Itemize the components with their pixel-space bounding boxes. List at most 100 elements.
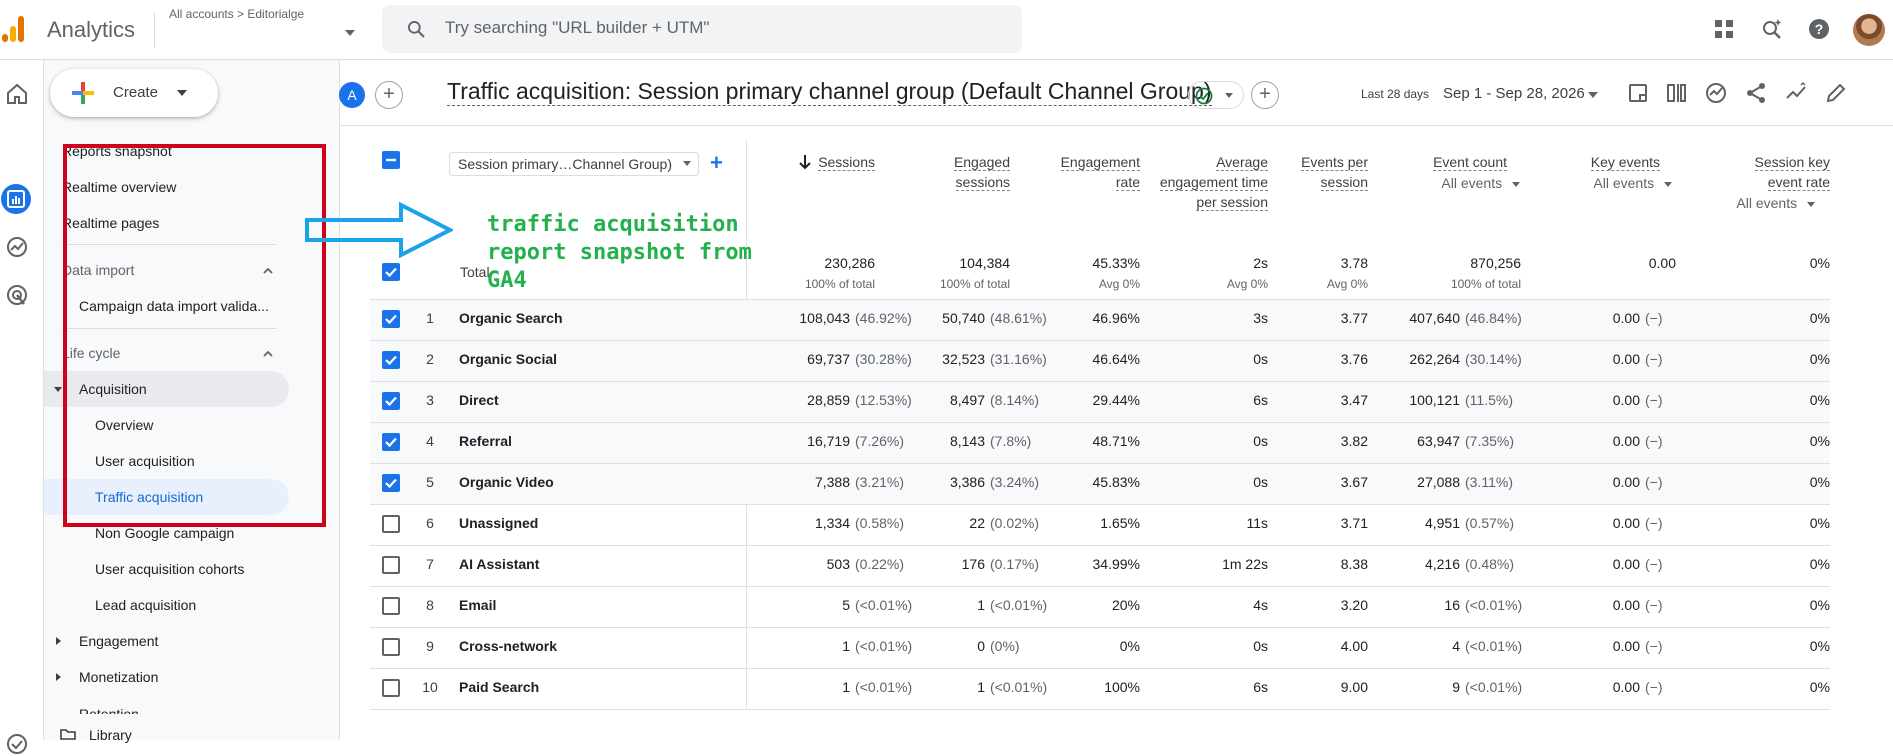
sort-arrow-icon[interactable] bbox=[799, 154, 811, 170]
cell-value: 100,121 bbox=[1409, 392, 1460, 408]
column-avg-engagement-time[interactable]: Average engagement time per session bbox=[1159, 154, 1268, 211]
caret-right-icon[interactable] bbox=[56, 637, 61, 645]
date-range-picker[interactable]: Sep 1 - Sep 28, 2026 bbox=[1443, 85, 1585, 102]
cell-value: 0.00 bbox=[1612, 638, 1640, 654]
table-row[interactable] bbox=[370, 586, 1830, 627]
caret-down-icon[interactable] bbox=[54, 387, 62, 392]
row-checkbox[interactable] bbox=[382, 310, 400, 328]
caret-right-icon[interactable] bbox=[56, 673, 61, 681]
channel-name[interactable]: Organic Video bbox=[459, 474, 554, 490]
table-row[interactable] bbox=[370, 299, 1830, 340]
column-key-events[interactable]: Key events bbox=[1590, 154, 1660, 171]
channel-name[interactable]: Direct bbox=[459, 392, 499, 408]
explore-icon[interactable] bbox=[5, 235, 29, 259]
column-engagement-rate[interactable]: Engagement rate bbox=[1060, 154, 1140, 191]
session-key-event-rate-filter[interactable]: All events bbox=[1715, 195, 1815, 211]
channel-name[interactable]: Organic Social bbox=[459, 351, 558, 367]
nav-engagement[interactable]: Engagement bbox=[79, 633, 159, 649]
channel-name[interactable]: Organic Search bbox=[459, 310, 563, 326]
dimension-select[interactable]: Session primary…Channel Group) bbox=[449, 152, 699, 176]
edit-icon[interactable] bbox=[1824, 81, 1848, 105]
profile-avatar[interactable] bbox=[1853, 14, 1885, 46]
comparison-avatar[interactable]: A bbox=[339, 82, 365, 108]
table-row[interactable] bbox=[370, 422, 1830, 463]
column-session-key-event-rate[interactable]: Session key event rate bbox=[1754, 154, 1830, 191]
analytics-logo[interactable] bbox=[0, 14, 30, 44]
channel-name[interactable]: Email bbox=[459, 597, 497, 613]
home-icon[interactable] bbox=[5, 82, 29, 106]
nav-traffic-acquisition[interactable]: Traffic acquisition bbox=[95, 489, 204, 505]
column-sessions[interactable]: Sessions bbox=[818, 154, 875, 171]
customize-report-icon[interactable] bbox=[1626, 81, 1650, 105]
nav-section-life-cycle[interactable]: Life cycle bbox=[62, 345, 121, 361]
add-dimension-button[interactable]: + bbox=[710, 150, 723, 175]
row-checkbox[interactable] bbox=[382, 679, 400, 697]
add-filter-icon[interactable]: + bbox=[1251, 81, 1279, 109]
row-checkbox[interactable] bbox=[382, 638, 400, 656]
nav-library[interactable]: Library bbox=[89, 727, 132, 743]
select-all-checkbox[interactable] bbox=[382, 151, 400, 169]
nav-campaign-data-import[interactable]: Campaign data import valida... bbox=[79, 298, 269, 314]
table-row[interactable] bbox=[370, 463, 1830, 504]
row-checkbox[interactable] bbox=[382, 474, 400, 492]
nav-lead-acquisition[interactable]: Lead acquisition bbox=[95, 597, 197, 613]
cell-value: 176 bbox=[961, 556, 985, 572]
nav-realtime-pages[interactable]: Realtime pages bbox=[62, 215, 160, 231]
nav-section-data-import[interactable]: Data import bbox=[62, 262, 135, 278]
chevron-up-icon[interactable] bbox=[263, 266, 273, 276]
trend-icon[interactable] bbox=[1784, 81, 1808, 105]
row-checkbox[interactable] bbox=[382, 515, 400, 533]
event-count-filter[interactable]: All events bbox=[1420, 175, 1520, 191]
table-row[interactable] bbox=[370, 627, 1830, 668]
nav-realtime-overview[interactable]: Realtime overview bbox=[62, 179, 177, 195]
apps-icon[interactable] bbox=[1712, 17, 1736, 41]
table-row[interactable] bbox=[370, 504, 1830, 545]
channel-name[interactable]: Paid Search bbox=[459, 679, 540, 695]
channel-name[interactable]: Referral bbox=[459, 433, 512, 449]
table-row[interactable] bbox=[370, 668, 1830, 709]
app-title: Analytics bbox=[47, 17, 136, 42]
share-icon[interactable] bbox=[1744, 81, 1768, 105]
nav-overview[interactable]: Overview bbox=[95, 417, 154, 433]
channel-name[interactable]: Unassigned bbox=[459, 515, 539, 531]
key-events-filter[interactable]: All events bbox=[1572, 175, 1672, 191]
row-checkbox[interactable] bbox=[382, 351, 400, 369]
row-checkbox[interactable] bbox=[382, 597, 400, 615]
property-selector[interactable] bbox=[169, 25, 359, 47]
row-checkbox[interactable] bbox=[382, 556, 400, 574]
row-checkbox[interactable] bbox=[382, 392, 400, 410]
table-row[interactable] bbox=[370, 340, 1830, 381]
totals-checkbox[interactable] bbox=[382, 263, 400, 281]
compare-icon[interactable] bbox=[1664, 81, 1688, 105]
reports-icon[interactable] bbox=[4, 187, 28, 211]
column-events-per-session[interactable]: Events per session bbox=[1301, 154, 1368, 191]
account-breadcrumb[interactable]: All accounts > Editorialge bbox=[169, 7, 305, 21]
nav-monetization[interactable]: Monetization bbox=[79, 669, 159, 685]
nav-retention[interactable]: Retention bbox=[79, 706, 139, 714]
insights-icon[interactable] bbox=[1704, 81, 1728, 105]
channel-name[interactable]: Cross-network bbox=[459, 638, 558, 654]
chevron-down-icon[interactable] bbox=[345, 30, 355, 36]
chevron-up-icon[interactable] bbox=[263, 349, 273, 359]
search-input[interactable] bbox=[445, 14, 1005, 42]
nav-non-google-campaign[interactable]: Non Google campaign bbox=[95, 525, 235, 541]
admin-check-icon[interactable] bbox=[5, 732, 29, 756]
table-row[interactable] bbox=[370, 381, 1830, 422]
status-badge[interactable] bbox=[1188, 81, 1244, 109]
nav-user-acquisition-cohorts[interactable]: User acquisition cohorts bbox=[95, 561, 245, 577]
column-engaged-sessions[interactable]: Engaged sessions bbox=[953, 154, 1010, 191]
add-comparison-icon[interactable]: + bbox=[375, 81, 403, 109]
nav-user-acquisition[interactable]: User acquisition bbox=[95, 453, 195, 469]
nav-acquisition[interactable]: Acquisition bbox=[79, 381, 147, 397]
advertising-icon[interactable] bbox=[5, 283, 29, 307]
total-sub: Avg 0% bbox=[1226, 277, 1268, 291]
row-checkbox[interactable] bbox=[382, 433, 400, 451]
channel-name[interactable]: AI Assistant bbox=[459, 556, 540, 572]
help-icon[interactable]: ? bbox=[1807, 17, 1831, 41]
cell-value: 3.67 bbox=[1340, 474, 1368, 490]
chevron-down-icon[interactable] bbox=[1588, 92, 1598, 98]
cell-percent: (7.35%) bbox=[1465, 433, 1515, 449]
search-insights-icon[interactable] bbox=[1760, 17, 1784, 41]
column-event-count[interactable]: Event count bbox=[1433, 154, 1507, 171]
table-row[interactable] bbox=[370, 545, 1830, 586]
